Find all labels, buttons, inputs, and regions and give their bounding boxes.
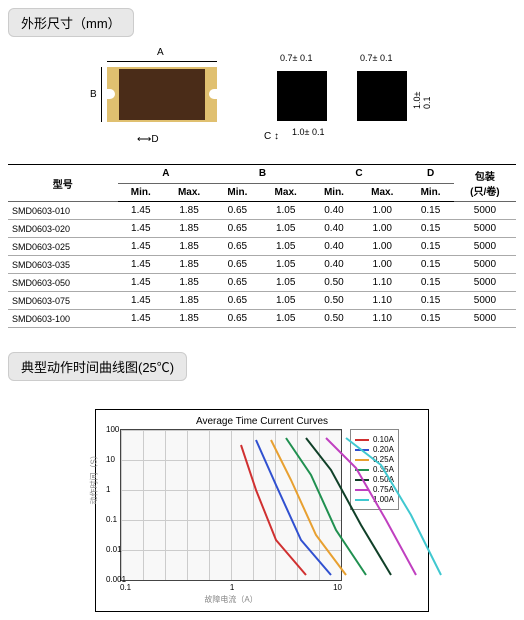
table-row: SMD0603-0351.451.850.651.050.401.000.155… bbox=[8, 256, 516, 274]
th-d: D bbox=[407, 165, 453, 184]
diagram-side-view: 0.7± 0.1 0.7± 0.1 1.0± 0.1 1.0± 0.1 C ↕ bbox=[272, 49, 432, 144]
th-pack: 包装 (只/卷) bbox=[454, 165, 516, 202]
section-dimensions-header: 外形尺寸（mm） bbox=[8, 8, 134, 37]
table-row: SMD0603-0201.451.850.651.050.401.000.155… bbox=[8, 220, 516, 238]
dim-c-label: C ↕ bbox=[264, 131, 279, 142]
diagram-top-view: A B ⟷D bbox=[92, 49, 232, 144]
th-b: B bbox=[214, 165, 311, 184]
dim-07-2: 0.7± 0.1 bbox=[360, 53, 392, 63]
chart-legend: 0.10A0.20A0.25A0.35A0.50A0.75A1.00A bbox=[350, 429, 399, 510]
chart-xlabel: 故障电流（A） bbox=[120, 594, 342, 605]
dim-a-label: A bbox=[157, 47, 164, 58]
th-a: A bbox=[118, 165, 215, 184]
table-row: SMD0603-0101.451.850.651.050.401.000.155… bbox=[8, 202, 516, 220]
table-row: SMD0603-1001.451.850.651.050.501.100.155… bbox=[8, 310, 516, 328]
chart-title: Average Time Current Curves bbox=[102, 416, 422, 427]
table-row: SMD0603-0251.451.850.651.050.401.000.155… bbox=[8, 238, 516, 256]
time-current-chart: Average Time Current Curves 动作时间（S） 1001… bbox=[95, 409, 429, 612]
dim-d-label: ⟷D bbox=[137, 134, 159, 145]
table-row: SMD0603-0501.451.850.651.050.501.100.155… bbox=[8, 274, 516, 292]
dimensions-table: 型号 A B C D 包装 (只/卷) Min.Max. Min.Max. Mi… bbox=[8, 164, 516, 328]
dimension-diagrams: A B ⟷D 0.7± 0.1 0.7± 0.1 1.0± 0.1 1.0± 0… bbox=[8, 49, 516, 144]
chart-ylabel: 动作时间（S） bbox=[89, 451, 100, 504]
table-row: SMD0603-0751.451.850.651.050.501.100.155… bbox=[8, 292, 516, 310]
chart-plot bbox=[120, 429, 342, 581]
dim-10h: 1.0± 0.1 bbox=[292, 127, 324, 137]
dim-b-label: B bbox=[90, 89, 97, 100]
section-curves-header: 典型动作时间曲线图(25℃) bbox=[8, 352, 187, 381]
dim-07-1: 0.7± 0.1 bbox=[280, 53, 312, 63]
dim-10v: 1.0± 0.1 bbox=[412, 89, 432, 109]
th-c: C bbox=[311, 165, 408, 184]
th-model: 型号 bbox=[8, 165, 118, 202]
